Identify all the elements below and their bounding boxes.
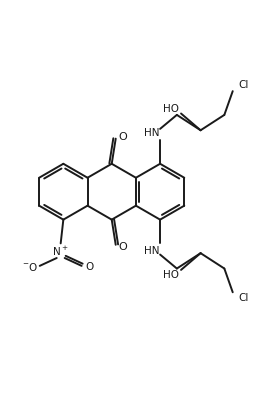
Text: O: O: [119, 242, 127, 252]
Text: HO: HO: [163, 104, 179, 114]
Text: HN: HN: [144, 246, 159, 256]
Text: O: O: [85, 262, 93, 272]
Text: HO: HO: [163, 270, 179, 280]
Text: N$^+$: N$^+$: [52, 245, 69, 258]
Text: Cl: Cl: [239, 293, 249, 303]
Text: $^{-}$O: $^{-}$O: [22, 261, 38, 273]
Text: Cl: Cl: [239, 80, 249, 90]
Text: HN: HN: [144, 127, 159, 138]
Text: O: O: [119, 132, 127, 142]
